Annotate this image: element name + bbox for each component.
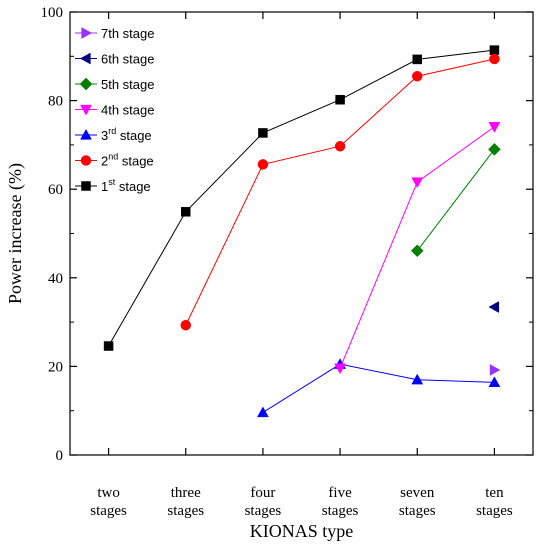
y-tick-label: 100 [41,5,64,21]
series-3rd-stage [256,358,501,418]
series-line [108,49,495,347]
legend-label: 2nd stage [101,152,154,169]
series-layer [103,45,501,418]
legend-label: 1st stage [101,177,151,194]
y-tick-label: 40 [48,271,63,287]
data-point [488,142,501,156]
data-point [410,244,424,258]
data-point [334,140,346,152]
x-tick-label: seven stages [399,485,436,519]
series-5th-stage [410,142,501,258]
data-point [412,70,423,82]
legend-label: 7th stage [101,26,155,41]
data-point [489,45,500,55]
y-axis-title: Power increase (%) [5,163,26,304]
legend-label: 5th stage [101,77,155,92]
legend-marker [81,27,93,39]
x-tick-label: two stages [90,485,127,519]
data-point [488,122,501,133]
series-1st-stage [103,45,500,351]
data-point [258,128,268,138]
data-point [488,301,500,313]
series-7th-stage [489,364,501,376]
data-point [180,319,191,331]
x-tick-label: five stages [322,485,359,519]
data-point [412,54,422,65]
legend-item: 2nd stage [75,152,154,169]
x-tick-label: ten stages [476,485,513,519]
series-2nd-stage [180,53,500,331]
legend-item: 5th stage [75,77,155,92]
data-point [257,159,269,170]
data-point [411,177,424,189]
legend-marker [79,52,91,65]
legend-item: 3rd stage [75,126,152,143]
y-tick-label: 0 [56,448,64,464]
data-point [103,341,114,351]
legend-label: 3rd stage [101,126,152,143]
x-tick-label: four stages [245,485,282,519]
data-point [489,53,500,65]
legend-item: 7th stage [75,26,155,41]
data-point [181,207,191,217]
data-point [488,376,501,387]
series-line [262,363,495,413]
series-line [416,149,495,252]
series-6th-stage [488,301,500,313]
legend-marker [80,155,92,166]
legend-label: 6th stage [101,52,155,67]
data-point [335,94,345,105]
axis-ticks: 0 20 40 60 80 100 two stages three stages four stag… [41,5,533,519]
data-point [411,373,424,385]
legend: 7th stage 6th stage 5th stage 4th stage 3rd … [75,26,155,194]
legend-label: 4th stage [101,103,155,118]
legend-item: 4th stage [75,103,155,118]
legend-marker [79,77,93,91]
y-tick-label: 20 [48,359,63,375]
data-point [334,363,347,375]
legend-marker [80,128,92,140]
legend-marker [80,104,92,116]
x-axis-title: KIONAS type [250,521,354,541]
legend-marker [81,181,91,191]
legend-item: 1st stage [75,177,151,194]
data-point [256,406,269,418]
x-tick-label: three stages [167,485,204,519]
series-4th-stage [334,122,501,375]
legend-item: 6th stage [75,52,155,67]
y-tick-label: 60 [48,182,63,198]
y-tick-label: 80 [48,94,63,110]
data-point [489,364,501,376]
